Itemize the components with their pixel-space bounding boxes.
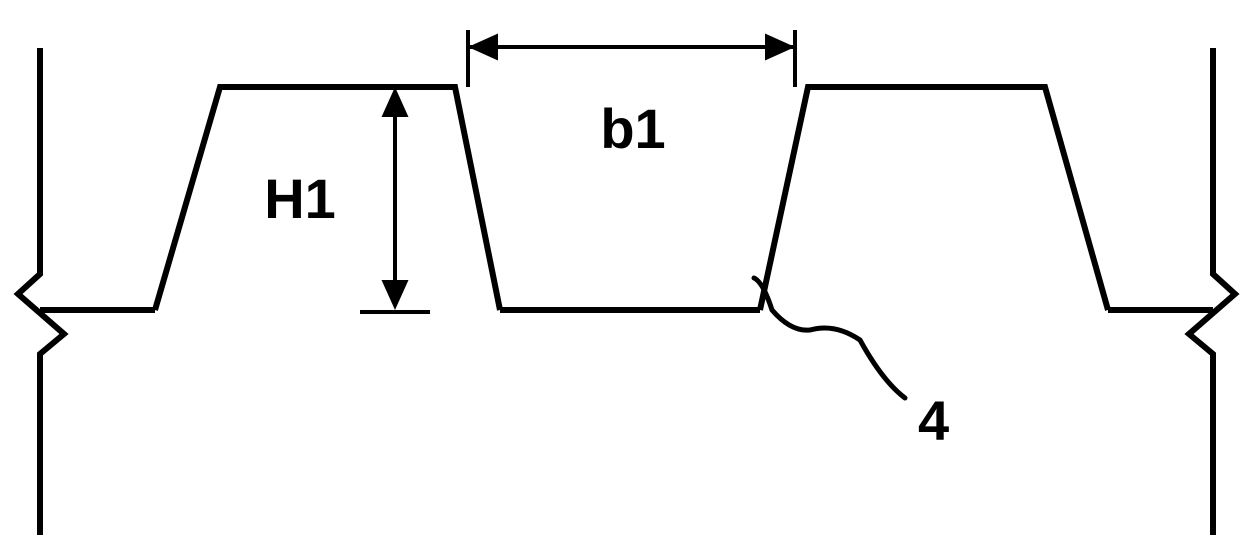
leader-layer: [754, 278, 905, 398]
right-break-wall: [1189, 48, 1235, 535]
h1-arrow-bottom: [382, 280, 409, 310]
dimensions-layer: [360, 30, 795, 312]
b1-label: b1: [600, 97, 665, 160]
h1-label: H1: [264, 167, 336, 230]
h1-arrow-top: [382, 87, 409, 117]
right-trapezoid: [760, 87, 1108, 310]
b1-arrow-right: [765, 34, 795, 61]
left-break-wall: [18, 48, 64, 535]
b1-arrow-left: [468, 34, 498, 61]
engineering-diagram: b1 H1 4: [0, 0, 1240, 548]
labels-layer: b1 H1 4: [264, 97, 949, 452]
leader-number: 4: [918, 389, 949, 452]
leader-curve: [754, 278, 905, 398]
